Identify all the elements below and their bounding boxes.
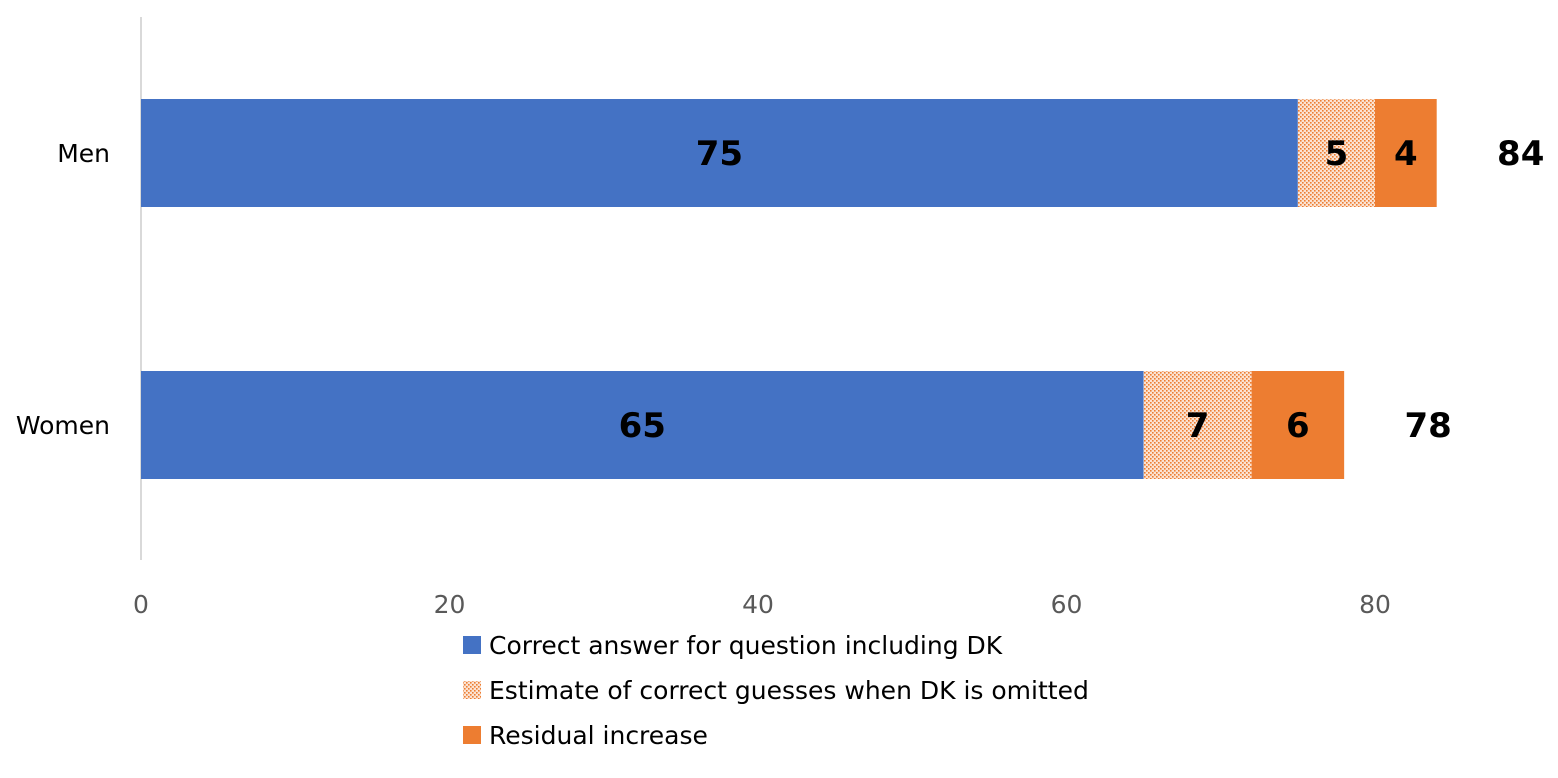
bar-segment — [1375, 99, 1437, 207]
data-label: 65 — [619, 406, 666, 446]
x-tick-label: 80 — [1359, 590, 1391, 619]
bar-segment — [141, 371, 1144, 479]
legend-swatch — [463, 681, 481, 699]
category-label: Men — [57, 139, 110, 168]
total-label: 84 — [1497, 134, 1544, 174]
data-label: 75 — [696, 134, 743, 174]
legend-swatch — [463, 636, 481, 654]
x-tick-label: 20 — [434, 590, 466, 619]
x-tick-label: 60 — [1051, 590, 1083, 619]
x-tick-label: 0 — [133, 590, 149, 619]
legend-label: Estimate of correct guesses when DK is o… — [489, 676, 1089, 705]
bar-segment — [1297, 99, 1375, 207]
data-label: 5 — [1325, 134, 1349, 174]
bar-segment — [141, 99, 1298, 207]
legend-label: Correct answer for question including DK — [489, 631, 1003, 660]
legend-label: Residual increase — [489, 721, 708, 750]
legend: Correct answer for question including DK… — [463, 631, 1089, 750]
bar-segment — [1143, 371, 1252, 479]
data-label: 6 — [1286, 406, 1310, 446]
data-label: 7 — [1186, 406, 1210, 446]
category-label: Women — [16, 411, 110, 440]
bar-segment — [1251, 371, 1345, 479]
legend-swatch — [463, 726, 481, 744]
plot-area: 0 20 40 60 80 Men 75 5 4 84 Women 65 7 6 78 — [16, 17, 1544, 619]
x-tick-label: 40 — [742, 590, 774, 619]
data-label: 4 — [1394, 134, 1418, 174]
total-label: 78 — [1404, 406, 1451, 446]
